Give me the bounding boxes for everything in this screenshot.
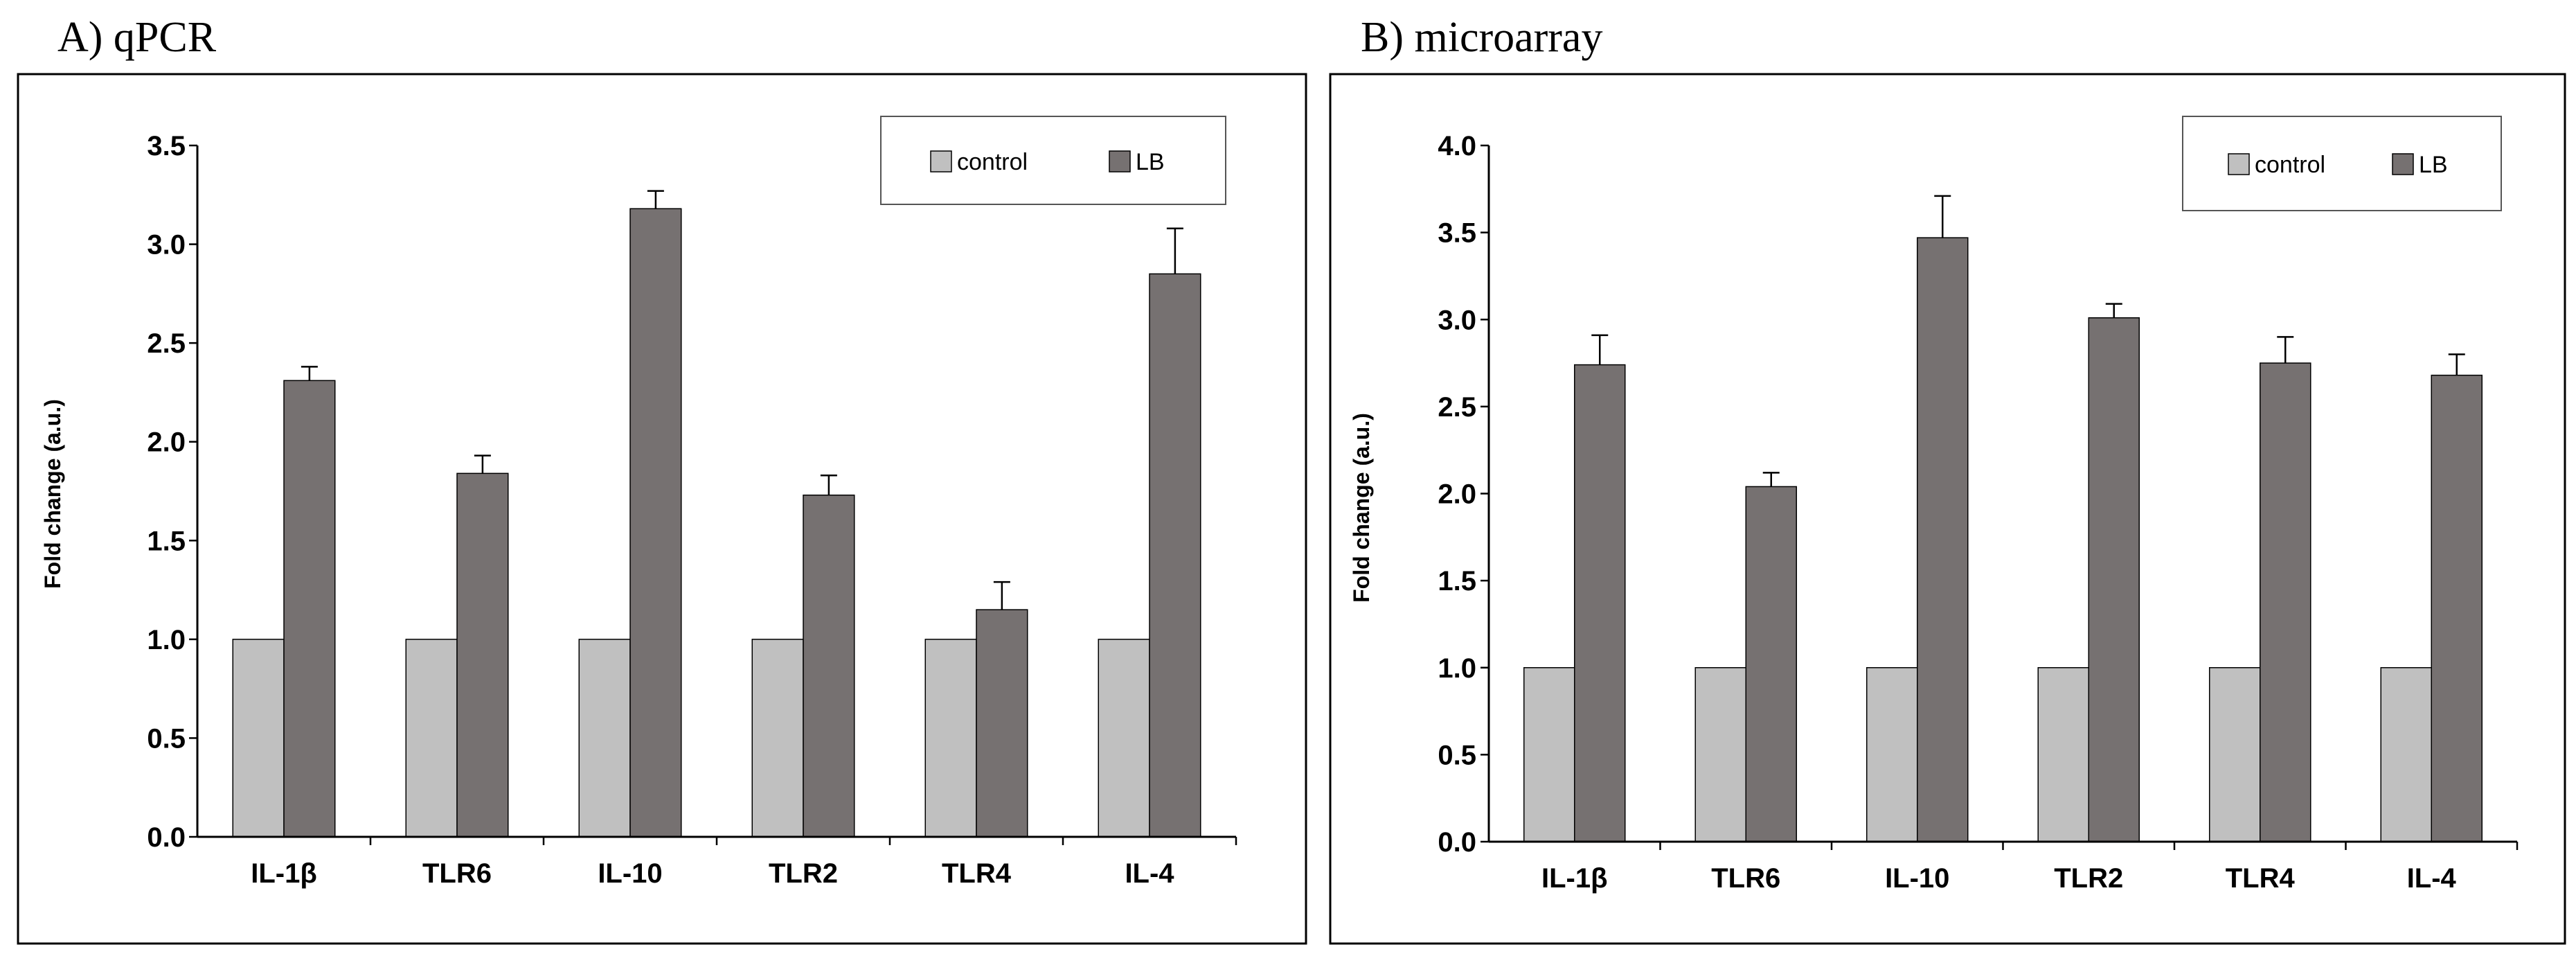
panel-a-y-tick-label: 0.0 bbox=[147, 822, 186, 853]
panel-b-x-tick-label: TLR2 bbox=[2054, 863, 2123, 894]
panel-b-legend-label-lb: LB bbox=[2419, 152, 2448, 178]
panel-a-bar-lb-5 bbox=[976, 609, 1028, 838]
panel-b-x-tick-label: TLR4 bbox=[2226, 863, 2296, 894]
panel-a-bar-control-6 bbox=[1098, 639, 1150, 838]
panel-a-bar-lb-2 bbox=[456, 472, 509, 838]
panel-a-bar-control-3 bbox=[578, 639, 631, 838]
panel-a-y-tick-label: 1.0 bbox=[147, 625, 186, 655]
panel-b-title: B) microarray bbox=[1361, 14, 1602, 61]
panel-a-x-tick-label: TLR4 bbox=[942, 858, 1012, 889]
panel-b-x-tick-label: TLR6 bbox=[1711, 863, 1780, 894]
panel-b-y-tick-label: 1.5 bbox=[1438, 566, 1476, 596]
panel-a-y-tick-label: 3.0 bbox=[147, 230, 186, 260]
panel-b-x-tick-label: IL-1β bbox=[1541, 863, 1608, 894]
panel-a-legend-swatch-control bbox=[930, 150, 952, 172]
panel-a-bar-lb-6 bbox=[1149, 273, 1201, 838]
panel-b-legend-swatch-lb bbox=[2392, 153, 2414, 175]
panel-a-legend-label-control: control bbox=[957, 149, 1028, 175]
panel-a-x-tick-label: IL-1β bbox=[251, 858, 317, 889]
panel-a-y-axis-label: Fold change (a.u.) bbox=[40, 399, 65, 589]
panel-b-bar-control-4 bbox=[2037, 667, 2090, 842]
panel-a-x-tick-label: IL-4 bbox=[1125, 858, 1174, 889]
panel-b-bar-lb-5 bbox=[2260, 362, 2311, 842]
panel-a-plot: 0.0 0.5 1.0 1.5 2.0 2.5 3.0 3.5 IL-1β TLR6 IL-10 TL… bbox=[147, 131, 1237, 889]
panel-b-legend-swatch-control bbox=[2228, 153, 2250, 175]
panel-b-bar-lb-2 bbox=[1745, 486, 1798, 842]
panel-a-bar-control-5 bbox=[924, 639, 977, 838]
panel-b-y-tick-label: 1.0 bbox=[1438, 653, 1476, 684]
panel-a-title: A) qPCR bbox=[57, 14, 217, 61]
panel-a-bar-control-2 bbox=[405, 639, 458, 838]
panel-b-bar-control-3 bbox=[1866, 667, 1918, 842]
panel-a-y-tick-label: 2.5 bbox=[147, 328, 186, 359]
panel-b-bar-control-5 bbox=[2208, 667, 2261, 842]
panel-b-y-tick-label: 2.0 bbox=[1438, 479, 1476, 510]
panel-b-bar-lb-4 bbox=[2088, 317, 2140, 842]
panel-a-legend-label-lb: LB bbox=[1136, 149, 1165, 175]
panel-b-bar-lb-3 bbox=[1917, 237, 1969, 842]
panel-b-y-tick-label: 3.0 bbox=[1438, 305, 1476, 335]
panel-b-y-axis-label: Fold change (a.u.) bbox=[1349, 413, 1374, 603]
panel-a-x-tick-label: TLR2 bbox=[769, 858, 838, 889]
panel-b-bar-control-6 bbox=[2380, 667, 2433, 842]
panel-a-legend: control LB bbox=[880, 116, 1226, 205]
panel-b-y-tick-label: 4.0 bbox=[1438, 131, 1476, 161]
panel-a-x-tick-label: TLR6 bbox=[422, 858, 492, 889]
panel-a-bar-control-4 bbox=[751, 639, 804, 838]
panel-a-legend-swatch-lb bbox=[1109, 150, 1131, 172]
panel-a-frame bbox=[17, 73, 1307, 945]
panel-b-bar-lb-1 bbox=[1574, 364, 1626, 842]
panel-a-y-tick-label: 1.5 bbox=[147, 526, 186, 556]
panel-a-bar-control-1 bbox=[232, 639, 285, 838]
panel-a-y-tick-label: 3.5 bbox=[147, 131, 186, 161]
panel-b-y-tick-label: 2.5 bbox=[1438, 392, 1476, 423]
panel-a-x-tick-label: IL-10 bbox=[598, 858, 662, 889]
panel-a-bar-lb-4 bbox=[803, 494, 855, 838]
panel-a-y-tick-label: 2.0 bbox=[147, 427, 186, 458]
panel-a-y-tick-label: 0.5 bbox=[147, 723, 186, 754]
panel-b-plot: 0.0 0.5 1.0 1.5 2.0 2.5 3.0 3.5 4.0 IL-1β TLR6 IL-1… bbox=[1438, 131, 2519, 894]
panel-b-frame bbox=[1329, 73, 2566, 945]
panel-b-bar-control-2 bbox=[1694, 667, 1747, 842]
panel-b-bar-control-1 bbox=[1523, 667, 1575, 842]
panel-b-legend: control LB bbox=[2182, 116, 2502, 211]
panel-b-legend-label-control: control bbox=[2255, 152, 2325, 178]
panel-a-bar-lb-3 bbox=[629, 208, 682, 838]
panel-b-bar-lb-6 bbox=[2431, 374, 2483, 842]
panel-b-x-tick-label: IL-10 bbox=[1885, 863, 1949, 894]
panel-a: A) qPCR 0.0 0.5 1.0 1.5 2.0 2.5 3.0 3.5 IL-1β TLR… bbox=[17, 14, 1307, 945]
panel-b-y-tick-label: 0.0 bbox=[1438, 827, 1476, 858]
panel-a-bar-lb-1 bbox=[283, 380, 336, 838]
panel-b-y-tick-label: 3.5 bbox=[1438, 218, 1476, 249]
panel-b-x-tick-label: IL-4 bbox=[2407, 863, 2457, 894]
panel-b: B) microarray 0.0 0.5 1.0 1.5 2.0 2.5 3.0 3.5 4.… bbox=[1329, 14, 2566, 945]
panel-b-y-tick-label: 0.5 bbox=[1438, 740, 1476, 770]
